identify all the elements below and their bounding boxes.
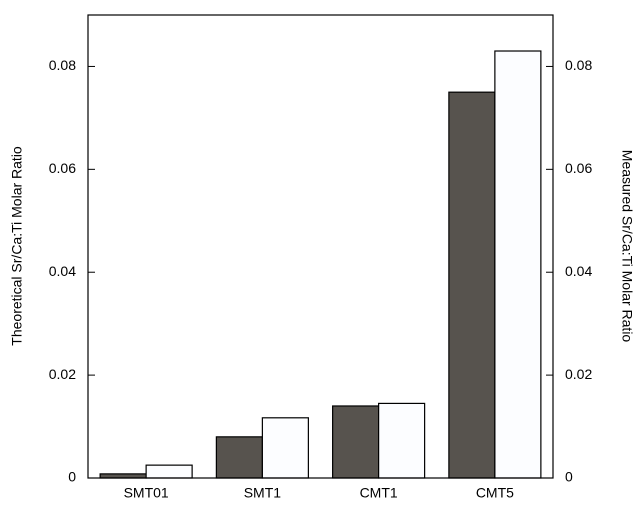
bar <box>99 473 147 479</box>
bar <box>332 405 380 479</box>
plot-frame <box>87 14 554 479</box>
bar <box>215 436 263 479</box>
bar <box>261 417 309 479</box>
x-tick-label: CMT1 <box>360 485 398 501</box>
y2-axis-label: Measured Sr/Ca:Ti Molar Ratio <box>619 150 635 343</box>
y-tick-label: 0.08 <box>49 57 76 73</box>
y2-tick-label: 0 <box>565 469 573 485</box>
y2-tick-label: 0.08 <box>565 57 592 73</box>
y-tick-label: 0.04 <box>49 263 76 279</box>
bar <box>378 402 426 479</box>
bar <box>494 50 542 479</box>
x-tick-label: SMT1 <box>244 485 282 501</box>
bar <box>145 464 193 479</box>
y-tick-label: 0 <box>68 469 76 485</box>
y2-tick-label: 0.02 <box>565 366 592 382</box>
y2-tick-label: 0.04 <box>565 263 592 279</box>
x-tick-label: CMT5 <box>476 485 514 501</box>
y-tick-label: 0.02 <box>49 366 76 382</box>
bar <box>448 91 496 479</box>
y2-tick-label: 0.06 <box>565 160 592 176</box>
y-axis-label: Theoretical Sr/Ca:Ti Molar Ratio <box>9 146 25 346</box>
y-tick-label: 0.06 <box>49 160 76 176</box>
x-tick-label: SMT01 <box>124 485 169 501</box>
